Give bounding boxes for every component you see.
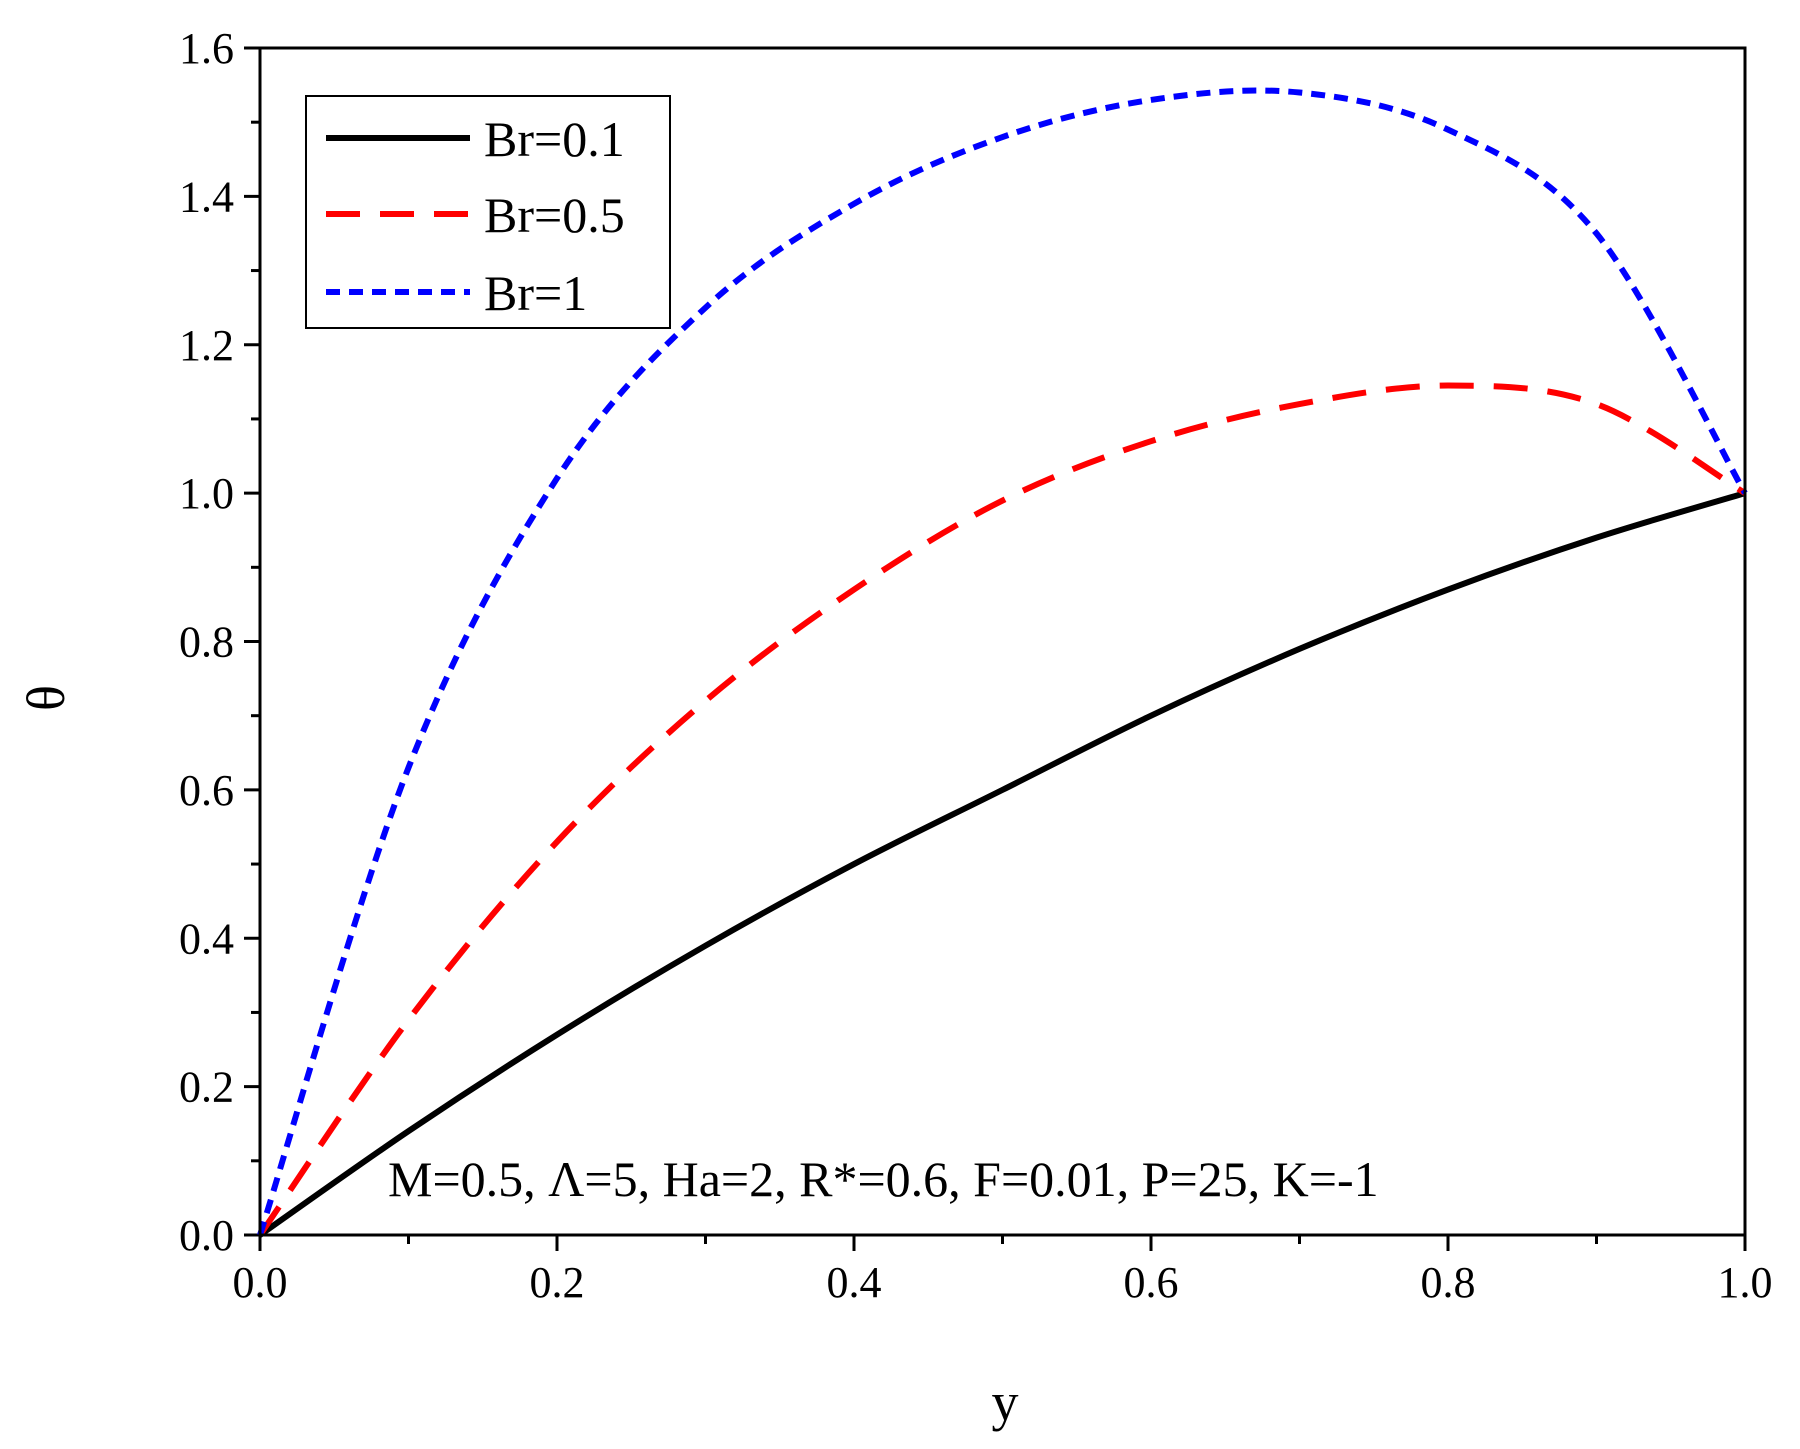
y-axis-label: θ — [16, 685, 76, 711]
x-tick-label: 0.6 — [1124, 1258, 1179, 1307]
axis-ticks: 0.0 0.2 0.4 0.6 0.8 1.0 0.0 0.2 0.4 0.6 0.8 1.0 1.2 1… — [179, 24, 1773, 1307]
x-tick-label: 0.4 — [827, 1258, 882, 1307]
x-tick-label: 0.2 — [530, 1258, 585, 1307]
series-lines — [257, 87, 1748, 1238]
legend-label-br-0-1: Br=0.1 — [484, 111, 625, 167]
x-tick-label: 1.0 — [1718, 1258, 1773, 1307]
x-axis-label: y — [992, 1372, 1019, 1432]
y-tick-label: 0.2 — [179, 1063, 234, 1112]
y-tick-label: 0.4 — [179, 914, 234, 963]
legend-label-br-0-5: Br=0.5 — [484, 187, 625, 243]
legend-label-br-1: Br=1 — [484, 265, 587, 321]
series-line-br-0-1 — [258, 490, 1746, 1238]
y-tick-label: 0.8 — [179, 618, 234, 667]
y-tick-label: 0.6 — [179, 766, 234, 815]
series-line-br-0-5 — [257, 382, 1747, 1237]
legend-box — [305, 95, 671, 329]
parameter-annotation: M=0.5, Λ=5, Ha=2, R*=0.6, F=0.01, P=25, … — [388, 1151, 1379, 1207]
x-tick-label: 0.0 — [233, 1258, 288, 1307]
y-tick-label: 1.4 — [179, 172, 234, 221]
y-tick-label: 1.0 — [179, 469, 234, 518]
legend: Br=0.1 Br=0.5 Br=1 — [305, 95, 671, 329]
x-tick-label: 0.8 — [1421, 1258, 1476, 1307]
series-line-br-1 — [257, 87, 1748, 1236]
plot-frame — [258, 46, 1747, 1237]
y-tick-label: 1.2 — [179, 321, 234, 370]
y-tick-label: 0.0 — [179, 1211, 234, 1260]
y-tick-label: 1.6 — [179, 24, 234, 73]
